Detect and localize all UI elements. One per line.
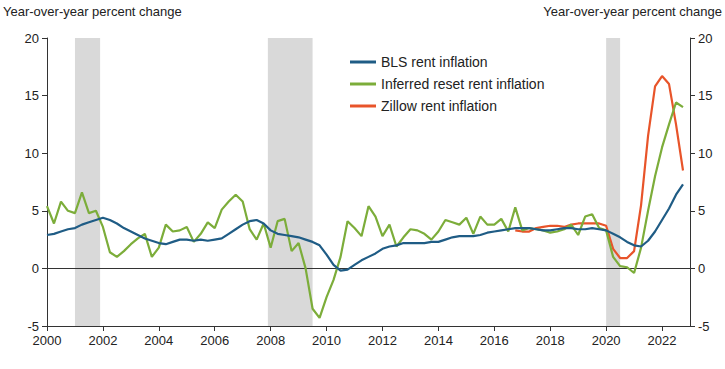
svg-text:15: 15 (25, 88, 39, 103)
svg-text:2002: 2002 (88, 333, 117, 348)
svg-text:-5: -5 (698, 319, 710, 334)
svg-text:Inferred reset rent inflation: Inferred reset rent inflation (381, 76, 544, 92)
svg-text:20: 20 (698, 31, 712, 46)
svg-text:2020: 2020 (592, 333, 621, 348)
svg-text:Year-over-year percent change: Year-over-year percent change (3, 4, 182, 19)
svg-text:0: 0 (32, 261, 39, 276)
svg-text:0: 0 (698, 261, 705, 276)
svg-text:Year-over-year percent change: Year-over-year percent change (543, 4, 722, 19)
svg-text:2000: 2000 (33, 333, 62, 348)
svg-text:5: 5 (32, 203, 39, 218)
svg-text:2016: 2016 (480, 333, 509, 348)
svg-text:15: 15 (698, 88, 712, 103)
svg-text:2006: 2006 (200, 333, 229, 348)
svg-text:10: 10 (25, 146, 39, 161)
svg-text:2008: 2008 (256, 333, 285, 348)
svg-text:-5: -5 (27, 319, 39, 334)
svg-text:2018: 2018 (536, 333, 565, 348)
svg-text:20: 20 (25, 31, 39, 46)
svg-text:BLS rent inflation: BLS rent inflation (381, 54, 488, 70)
svg-text:5: 5 (698, 203, 705, 218)
svg-text:2004: 2004 (144, 333, 173, 348)
svg-text:10: 10 (698, 146, 712, 161)
svg-text:2022: 2022 (648, 333, 677, 348)
svg-text:2010: 2010 (312, 333, 341, 348)
svg-text:2014: 2014 (424, 333, 453, 348)
svg-text:Zillow rent inflation: Zillow rent inflation (381, 98, 497, 114)
svg-text:2012: 2012 (368, 333, 397, 348)
